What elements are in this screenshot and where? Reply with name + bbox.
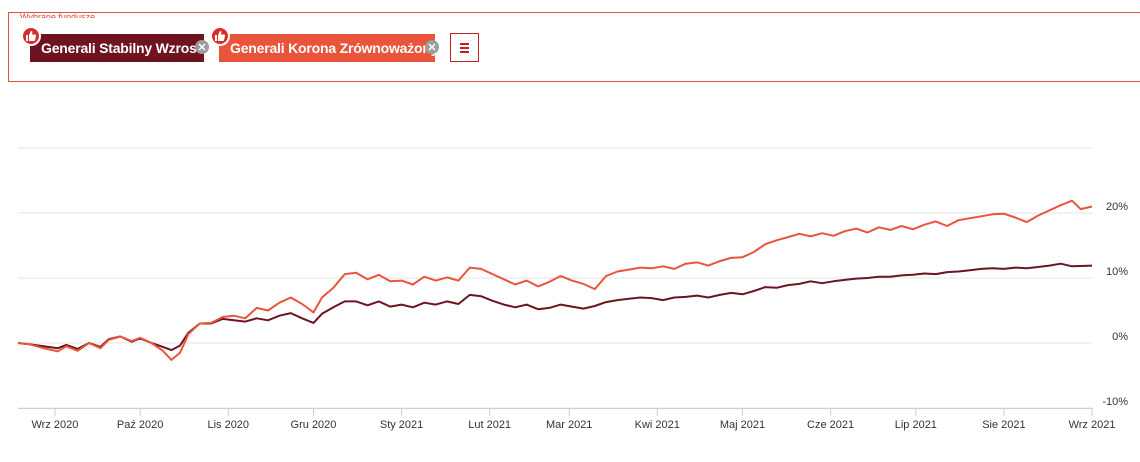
x-tick-label: Wrz 2020 <box>31 419 78 431</box>
remove-icon[interactable] <box>425 40 439 54</box>
menu-bar <box>460 47 469 49</box>
series-line-2 <box>17 199 1093 361</box>
thumbs-up-icon <box>21 26 41 46</box>
x-tick-label: Sie 2021 <box>982 419 1025 431</box>
x-tick-label: Sty 2021 <box>380 419 423 431</box>
y-tick-label: 0% <box>1112 331 1128 343</box>
fund-chip-korona-zrownowazony[interactable]: Generali Korona Zrównoważony <box>219 34 439 62</box>
y-tick-label: -10% <box>1102 396 1128 408</box>
x-tick-label: Maj 2021 <box>720 419 765 431</box>
x-tick-label: Mar 2021 <box>546 419 592 431</box>
x-tick-label: Wrz 2021 <box>1069 419 1116 431</box>
panel-title: Wybrane fundusze <box>17 13 98 18</box>
remove-icon[interactable] <box>195 40 209 54</box>
x-tick-label: Gru 2020 <box>291 419 337 431</box>
menu-bar <box>460 51 469 53</box>
hamburger-menu-icon[interactable] <box>450 33 479 62</box>
fund-chip-label: Generali Stabilny Wzrost <box>41 40 202 56</box>
x-tick-label: Paź 2020 <box>117 419 163 431</box>
selected-funds-panel: Wybrane fundusze <box>8 12 1140 82</box>
x-tick-label: Kwi 2021 <box>635 419 680 431</box>
fund-chip-label: Generali Korona Zrównoważony <box>230 40 439 56</box>
y-tick-label: 20% <box>1106 201 1128 213</box>
series-line-1 <box>17 262 1093 352</box>
x-tick-label: Lut 2021 <box>468 419 511 431</box>
thumbs-up-icon <box>210 26 230 46</box>
menu-bar <box>460 43 469 45</box>
x-tick-label: Cze 2021 <box>807 419 854 431</box>
fund-chip-stabilny-wzrost[interactable]: Generali Stabilny Wzrost <box>30 34 204 62</box>
x-tick-label: Lis 2020 <box>207 419 249 431</box>
x-tick-label: Lip 2021 <box>895 419 937 431</box>
y-tick-label: 10% <box>1106 266 1128 278</box>
